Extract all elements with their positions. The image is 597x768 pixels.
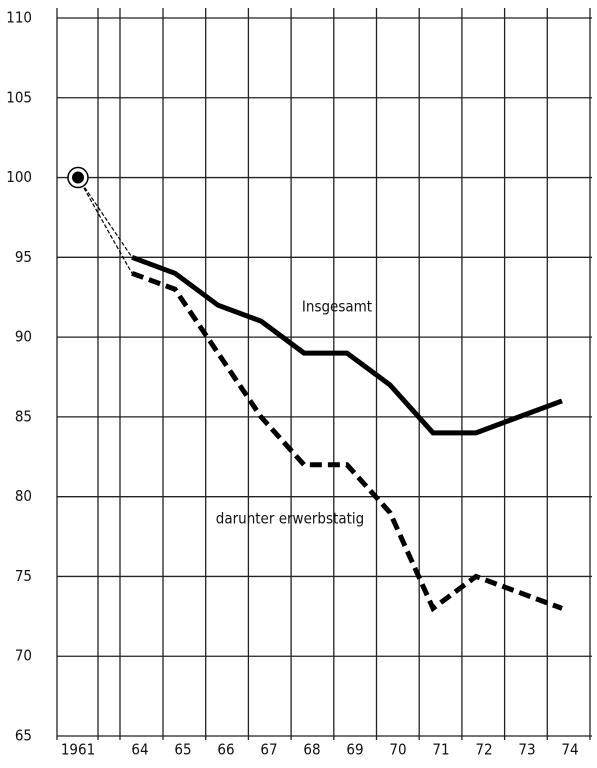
y-tick-label: 85: [15, 407, 32, 425]
x-tick-label: 67: [260, 741, 277, 759]
x-tick-label: 66: [217, 741, 234, 759]
series-line: [131, 270, 563, 613]
series-line: [131, 254, 563, 436]
y-tick-label: 95: [15, 248, 32, 266]
series-label: Insgesamt: [302, 298, 372, 316]
y-tick-label: 110: [6, 9, 32, 27]
x-tick-label: 64: [131, 741, 148, 759]
x-tick-label: 73: [518, 741, 535, 759]
y-tick-label: 65: [15, 727, 32, 745]
link-line: [77, 177, 133, 274]
x-tick-label: 65: [174, 741, 191, 759]
base-point: [72, 171, 84, 184]
y-tick-label: 70: [15, 647, 32, 665]
link-line: [77, 177, 133, 258]
x-tick-label: 70: [389, 741, 406, 759]
x-tick-label: 1961: [61, 741, 95, 759]
y-tick-label: 90: [15, 328, 32, 346]
y-tick-label: 100: [6, 168, 32, 186]
x-tick-label: 72: [475, 741, 492, 759]
y-tick-label: 75: [15, 567, 32, 585]
y-tick-label: 105: [6, 88, 32, 106]
x-tick-label: 69: [346, 741, 363, 759]
y-tick-label: 80: [15, 487, 32, 505]
x-tick-label: 71: [432, 741, 449, 759]
x-tick-label: 74: [561, 741, 578, 759]
x-tick-label: 68: [303, 741, 320, 759]
series-label: darunter erwerbstatig: [216, 510, 364, 528]
